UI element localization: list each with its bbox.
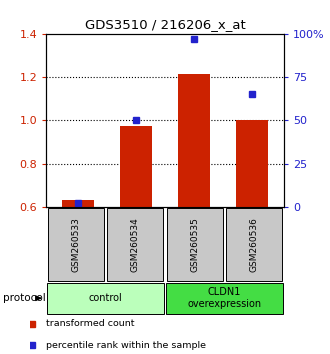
FancyBboxPatch shape (107, 208, 163, 281)
Text: GSM260535: GSM260535 (190, 217, 199, 272)
FancyBboxPatch shape (167, 208, 223, 281)
Text: percentile rank within the sample: percentile rank within the sample (46, 341, 206, 350)
FancyBboxPatch shape (166, 283, 282, 314)
FancyBboxPatch shape (48, 208, 104, 281)
Text: GSM260536: GSM260536 (249, 217, 259, 272)
Text: GSM260534: GSM260534 (131, 217, 140, 272)
Text: transformed count: transformed count (46, 319, 135, 328)
Text: GSM260533: GSM260533 (71, 217, 81, 272)
Title: GDS3510 / 216206_x_at: GDS3510 / 216206_x_at (84, 18, 246, 31)
Bar (178, 74, 210, 207)
Bar (62, 200, 94, 207)
Bar (120, 126, 152, 207)
Text: control: control (89, 293, 122, 303)
Text: protocol: protocol (3, 293, 46, 303)
Bar (236, 120, 268, 207)
Text: CLDN1
overexpression: CLDN1 overexpression (187, 287, 261, 309)
FancyBboxPatch shape (48, 283, 164, 314)
FancyBboxPatch shape (226, 208, 282, 281)
